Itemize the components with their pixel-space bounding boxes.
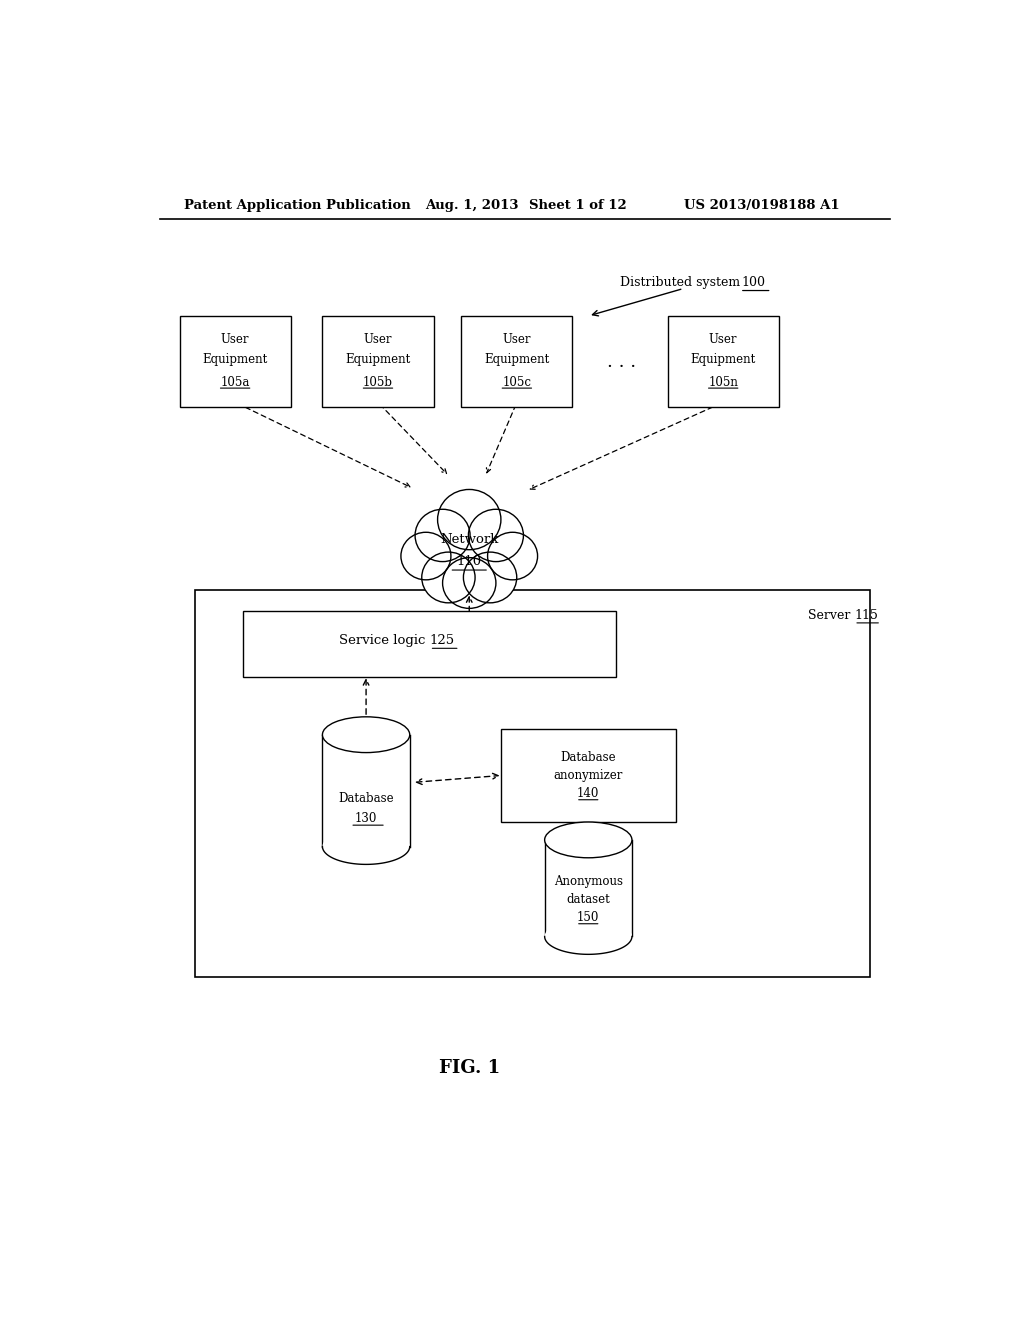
- FancyBboxPatch shape: [501, 729, 676, 822]
- Ellipse shape: [545, 919, 632, 954]
- Text: Anonymous: Anonymous: [554, 875, 623, 887]
- Text: Network: Network: [440, 533, 499, 546]
- Text: User: User: [364, 333, 392, 346]
- Polygon shape: [545, 840, 632, 936]
- Text: Server: Server: [808, 610, 854, 622]
- Text: Sheet 1 of 12: Sheet 1 of 12: [528, 198, 627, 211]
- Ellipse shape: [545, 822, 632, 858]
- FancyBboxPatch shape: [461, 315, 572, 408]
- FancyBboxPatch shape: [243, 611, 616, 677]
- Text: Database: Database: [338, 792, 394, 805]
- Text: 130: 130: [355, 812, 377, 825]
- Text: . . .: . . .: [607, 352, 636, 371]
- Text: Equipment: Equipment: [484, 354, 550, 366]
- Text: Equipment: Equipment: [345, 354, 411, 366]
- Ellipse shape: [415, 510, 470, 561]
- Text: Database: Database: [560, 751, 616, 763]
- Text: 105b: 105b: [362, 375, 393, 388]
- Ellipse shape: [437, 490, 501, 549]
- Ellipse shape: [442, 557, 496, 609]
- FancyBboxPatch shape: [668, 315, 779, 408]
- Text: US 2013/0198188 A1: US 2013/0198188 A1: [684, 198, 839, 211]
- Ellipse shape: [401, 532, 451, 579]
- Ellipse shape: [487, 532, 538, 579]
- Text: 110: 110: [457, 556, 482, 569]
- Text: 105n: 105n: [709, 375, 738, 388]
- Ellipse shape: [468, 510, 523, 561]
- FancyBboxPatch shape: [323, 315, 433, 408]
- Text: Aug. 1, 2013: Aug. 1, 2013: [426, 198, 519, 211]
- Text: Equipment: Equipment: [203, 354, 267, 366]
- Text: 150: 150: [578, 911, 599, 924]
- Text: Service logic: Service logic: [339, 634, 430, 647]
- Text: 105a: 105a: [220, 375, 250, 388]
- Text: FIG. 1: FIG. 1: [438, 1059, 500, 1077]
- Polygon shape: [323, 735, 410, 846]
- Text: dataset: dataset: [566, 892, 610, 906]
- FancyBboxPatch shape: [179, 315, 291, 408]
- Text: 100: 100: [741, 276, 766, 289]
- Text: Distributed system: Distributed system: [620, 276, 744, 289]
- Text: User: User: [709, 333, 737, 346]
- Text: 125: 125: [430, 634, 455, 647]
- Ellipse shape: [323, 829, 410, 865]
- Text: anonymizer: anonymizer: [554, 768, 623, 781]
- Text: Patent Application Publication: Patent Application Publication: [183, 198, 411, 211]
- Ellipse shape: [464, 552, 517, 603]
- Ellipse shape: [323, 717, 410, 752]
- Text: 115: 115: [854, 610, 878, 622]
- Ellipse shape: [422, 552, 475, 603]
- FancyBboxPatch shape: [196, 590, 870, 977]
- Text: User: User: [221, 333, 250, 346]
- Text: 105c: 105c: [503, 375, 531, 388]
- Text: User: User: [503, 333, 531, 346]
- Text: 140: 140: [578, 787, 599, 800]
- Text: Equipment: Equipment: [690, 354, 756, 366]
